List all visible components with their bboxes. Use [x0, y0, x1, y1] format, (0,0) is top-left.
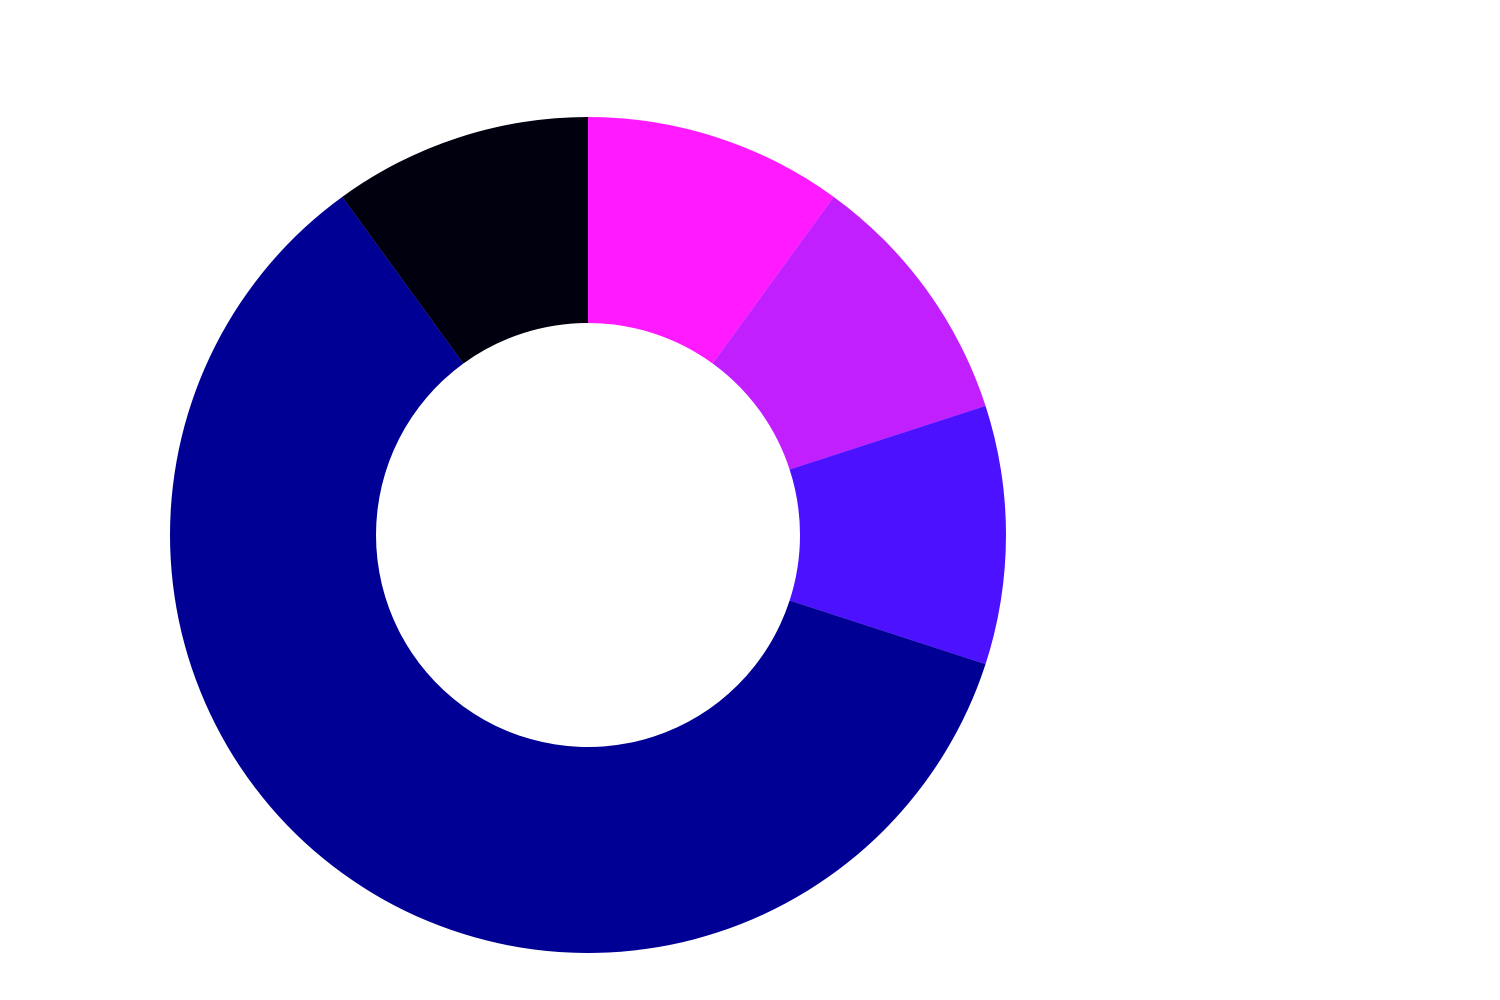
donut-slice	[169, 196, 986, 954]
donut-slice	[712, 196, 986, 470]
donut-slice	[789, 405, 1006, 665]
donut-slice	[342, 117, 588, 364]
donut-slice	[588, 117, 834, 364]
